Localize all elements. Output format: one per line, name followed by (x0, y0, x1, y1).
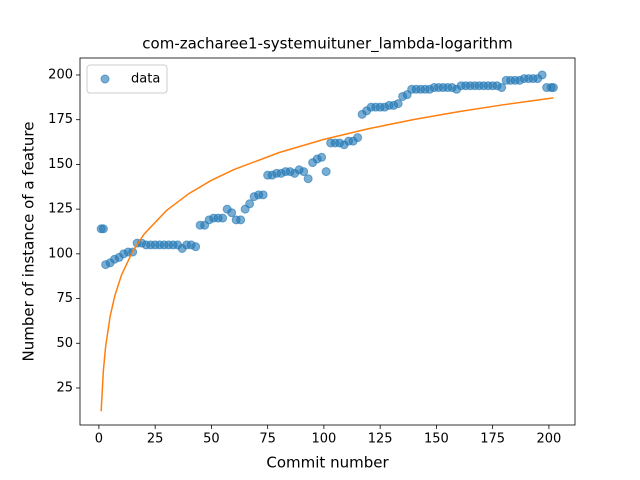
data-point (245, 199, 255, 209)
y-tick-label: 125 (48, 202, 73, 217)
legend-marker (100, 74, 110, 84)
y-tick-label: 50 (56, 336, 73, 351)
x-tick-label: 50 (203, 432, 220, 447)
y-tick-label: 200 (48, 67, 73, 82)
data-point (497, 83, 507, 93)
chart-title: com-zacharee1-systemuituner_lambda-logar… (142, 35, 512, 54)
y-tick-label: 25 (56, 380, 73, 395)
data-point (321, 167, 331, 177)
fit-line (100, 97, 554, 412)
data-point (393, 99, 403, 109)
x-tick-label: 175 (480, 432, 505, 447)
data-point (98, 224, 108, 234)
y-axis-label: Number of instance of a feature (20, 122, 38, 362)
x-tick-label: 0 (95, 432, 103, 447)
data-point (317, 152, 327, 162)
data-point (227, 208, 237, 218)
y-tick-label: 175 (48, 112, 73, 127)
y-tick-label: 100 (48, 246, 73, 261)
data-point (353, 133, 363, 143)
data-point (548, 83, 558, 93)
data-point (299, 167, 309, 177)
x-tick-label: 100 (311, 432, 336, 447)
x-tick-label: 125 (368, 432, 393, 447)
data-point (218, 213, 228, 223)
x-tick-label: 150 (424, 432, 449, 447)
x-tick-label: 200 (536, 432, 561, 447)
x-tick-label: 25 (147, 432, 164, 447)
legend-box (86, 64, 168, 94)
data-point (303, 174, 313, 184)
x-axis-label: Commit number (266, 454, 389, 472)
legend-label: data (131, 72, 160, 87)
y-tick-label: 75 (56, 291, 73, 306)
plot-frame (79, 57, 576, 426)
data-point (191, 242, 201, 252)
data-point (537, 70, 547, 80)
data-point (236, 215, 246, 225)
data-point (258, 190, 268, 200)
x-tick-label: 75 (259, 432, 276, 447)
y-tick-label: 150 (48, 157, 73, 172)
